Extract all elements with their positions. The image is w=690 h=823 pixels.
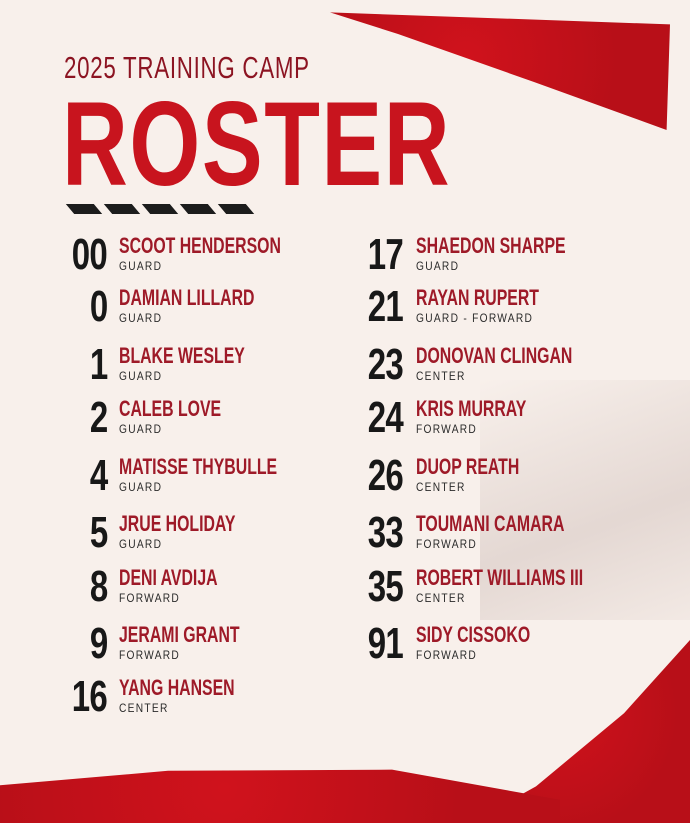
player-name: JERAMI GRANT (119, 622, 240, 647)
jersey-number: 5 (89, 508, 107, 557)
jersey-number: 9 (89, 619, 107, 668)
jersey-number: 8 (89, 562, 107, 611)
player-name: DAMIAN LILLARD (119, 285, 255, 310)
jersey-number: 23 (367, 340, 404, 389)
player-position: CENTER (416, 480, 466, 494)
player-position: GUARD (416, 259, 460, 273)
roster-entry: 9 JERAMI GRANT FORWARD (0, 622, 690, 672)
roster-entry: 0 DAMIAN LILLARD GUARD (0, 285, 690, 335)
jersey-number: 1 (89, 340, 107, 389)
roster-entry: 21 RAYAN RUPERT GUARD - FORWARD (0, 285, 690, 335)
jersey-number: 26 (367, 451, 404, 500)
player-position: FORWARD (416, 422, 478, 436)
dash (141, 204, 179, 214)
player-position: GUARD (119, 369, 163, 383)
roster-entry: 1 BLAKE WESLEY GUARD (0, 343, 690, 393)
jersey-number: 24 (367, 393, 404, 442)
player-name: KRIS MURRAY (416, 396, 527, 421)
jersey-number: 17 (367, 230, 404, 279)
player-name: DUOP REATH (416, 454, 520, 479)
roster-entry: 91 SIDY CISSOKO FORWARD (0, 622, 690, 672)
roster-entry: 2 CALEB LOVE GUARD (0, 396, 690, 446)
roster-entry: 23 DONOVAN CLINGAN CENTER (0, 343, 690, 393)
player-position: GUARD (119, 422, 163, 436)
player-position: CENTER (416, 591, 466, 605)
player-name: BLAKE WESLEY (119, 343, 245, 368)
jersey-number: 2 (89, 393, 107, 442)
player-name: ROBERT WILLIAMS III (416, 565, 584, 590)
roster-entry: 33 TOUMANI CAMARA FORWARD (0, 511, 690, 561)
player-name: SHAEDON SHARPE (416, 233, 566, 258)
jersey-number: 35 (367, 562, 404, 611)
player-name: YANG HANSEN (119, 675, 235, 700)
roster-entry: 16 YANG HANSEN CENTER (0, 675, 690, 725)
player-position: CENTER (119, 701, 169, 715)
player-position: FORWARD (416, 537, 478, 551)
dash (179, 204, 217, 214)
roster-entry: 26 DUOP REATH CENTER (0, 454, 690, 504)
player-position: CENTER (416, 369, 466, 383)
jersey-number: 4 (89, 451, 107, 500)
player-name: DENI AVDIJA (119, 565, 218, 590)
jersey-number: 33 (367, 508, 404, 557)
roster-entry: 4 MATISSE THYBULLE GUARD (0, 454, 690, 504)
player-position: GUARD (119, 537, 163, 551)
jersey-number: 16 (71, 672, 108, 721)
player-name: TOUMANI CAMARA (416, 511, 565, 536)
player-position: GUARD (119, 480, 163, 494)
jersey-number: 0 (89, 282, 107, 331)
player-position: FORWARD (119, 648, 181, 662)
roster-entry: 24 KRIS MURRAY FORWARD (0, 396, 690, 446)
jersey-number: 21 (367, 282, 404, 331)
roster-entry: 00 SCOOT HENDERSON GUARD (0, 233, 690, 283)
player-name: JRUE HOLIDAY (119, 511, 236, 536)
dash (103, 204, 141, 214)
player-name: DONOVAN CLINGAN (416, 343, 573, 368)
dash (65, 204, 103, 214)
jersey-number: 00 (71, 230, 108, 279)
player-position: GUARD - FORWARD (416, 311, 534, 325)
page-title: ROSTER (62, 77, 452, 211)
player-name: SCOOT HENDERSON (119, 233, 281, 258)
roster-entry: 35 ROBERT WILLIAMS III CENTER (0, 565, 690, 615)
dash (217, 204, 255, 214)
jersey-number: 91 (367, 619, 404, 668)
player-position: FORWARD (119, 591, 181, 605)
player-name: RAYAN RUPERT (416, 285, 539, 310)
dash-divider (65, 204, 255, 214)
roster-entry: 17 SHAEDON SHARPE GUARD (0, 233, 690, 283)
player-name: MATISSE THYBULLE (119, 454, 278, 479)
player-position: FORWARD (416, 648, 478, 662)
player-position: GUARD (119, 259, 163, 273)
player-position: GUARD (119, 311, 163, 325)
player-name: SIDY CISSOKO (416, 622, 531, 647)
arena-photo-background (480, 380, 690, 620)
roster-entry: 5 JRUE HOLIDAY GUARD (0, 511, 690, 561)
subtitle: 2025 TRAINING CAMP (64, 50, 310, 85)
brush-stroke-decoration (0, 769, 560, 823)
roster-entry: 8 DENI AVDIJA FORWARD (0, 565, 690, 615)
player-name: CALEB LOVE (119, 396, 222, 421)
